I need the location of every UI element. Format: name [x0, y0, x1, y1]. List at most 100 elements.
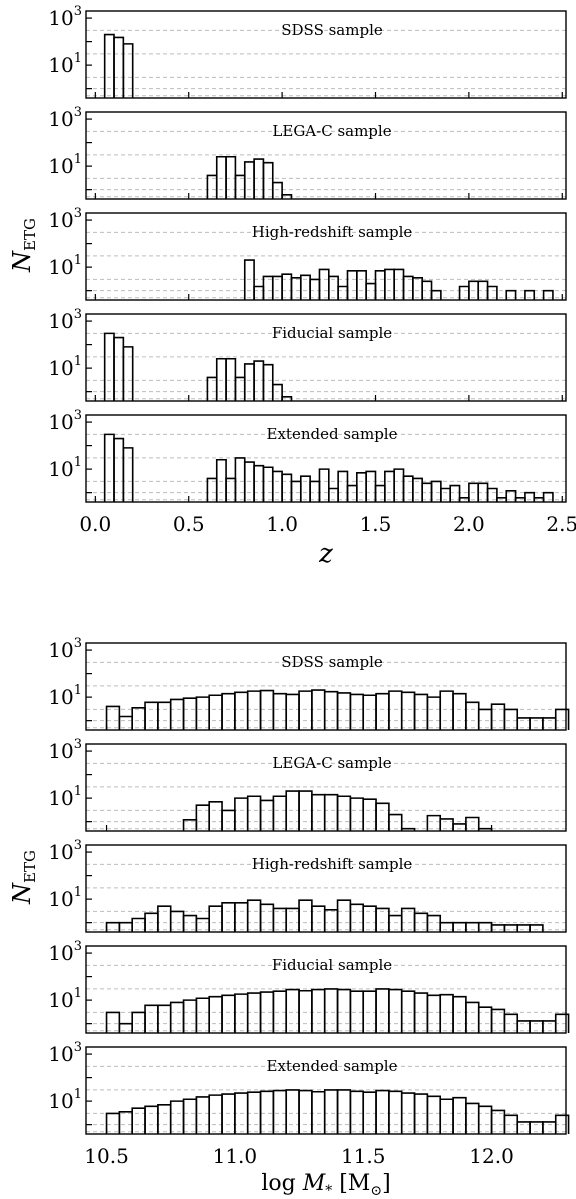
histogram-bar: [234, 174, 246, 199]
histogram-bar: [505, 489, 517, 502]
histogram-bar: [413, 1093, 429, 1134]
panel-extended-sample: 101 103 Extended sample: [48, 408, 567, 503]
panel-high-redshift-sample: 101 103 High-redshift sample: [48, 206, 567, 301]
histogram-bar: [356, 269, 367, 300]
histogram-bar: [426, 1095, 442, 1134]
histogram-bar: [182, 999, 198, 1033]
histogram-bar: [388, 690, 403, 730]
histogram-bar: [323, 793, 339, 831]
histogram-bar: [542, 491, 554, 502]
panel-lega-c-sample: 101 103 LEGA-C sample: [48, 737, 567, 832]
histogram-bar: [221, 901, 236, 932]
y-tick-label: 103: [48, 838, 82, 864]
histogram-bar: [554, 1013, 570, 1033]
panel-label: Extended sample: [267, 425, 398, 443]
histogram-bar: [285, 1089, 300, 1134]
histogram-bar: [452, 995, 467, 1033]
histogram-bar: [349, 693, 365, 730]
histogram-bar: [439, 690, 454, 730]
y-tick-label: 101: [48, 152, 82, 178]
histogram-bar: [243, 161, 255, 199]
histogram-bar: [430, 289, 442, 300]
panel-fiducial-sample: 101 103 Fiducial sample: [48, 307, 567, 402]
histogram-bar: [388, 813, 403, 831]
histogram-bar: [215, 357, 227, 401]
histogram-bar: [182, 697, 198, 730]
histogram-bar: [259, 799, 275, 831]
histogram-bar: [336, 899, 352, 932]
panel-frame: [85, 1046, 567, 1135]
histogram-bar: [118, 921, 134, 932]
histogram-bar: [490, 703, 506, 730]
histogram-bar: [131, 707, 146, 730]
histogram-bar: [490, 924, 506, 932]
histogram-bar: [243, 259, 255, 300]
histogram-bar: [318, 468, 330, 502]
histogram-bar: [259, 689, 275, 730]
y-axis-label: NETG: [8, 218, 39, 273]
histogram-bar: [208, 1094, 223, 1134]
panel-label: High-redshift sample: [252, 855, 413, 873]
histogram-bar: [105, 1011, 121, 1033]
histogram-bar: [144, 1004, 159, 1033]
panel-frame: [85, 414, 567, 503]
histogram-bar: [234, 691, 249, 730]
histogram-bar: [449, 484, 461, 502]
histogram-bar: [374, 269, 386, 300]
histogram-bar: [465, 701, 480, 730]
histogram-bar: [253, 360, 265, 401]
histogram-bar: [246, 690, 262, 730]
histogram-bar: [477, 708, 493, 730]
histogram-bar: [413, 693, 429, 730]
histogram-bar: [122, 447, 134, 502]
panel-label: LEGA-C sample: [272, 754, 391, 772]
histogram-bar: [452, 692, 467, 730]
histogram-bar: [262, 466, 274, 502]
histogram-bar: [221, 692, 236, 730]
histogram-bar: [225, 155, 237, 199]
panel-label: Fiducial sample: [272, 324, 392, 342]
x-tick-label: 0.5: [173, 512, 205, 536]
histogram-bar: [524, 289, 536, 300]
x-axis-label: z: [318, 539, 333, 569]
histogram-bar: [426, 696, 442, 730]
histogram-bar: [384, 268, 395, 300]
histogram-bar: [311, 689, 326, 730]
y-tick-label: 101: [48, 455, 82, 481]
histogram-bar: [225, 357, 237, 401]
histogram-bar: [298, 790, 313, 831]
y-tick-label: 103: [48, 737, 82, 763]
panel-extended-sample: 101 103 Extended sample: [48, 1040, 570, 1135]
panel-frame: [85, 844, 567, 933]
histogram-bar: [272, 692, 288, 730]
histogram-bar: [362, 905, 377, 932]
panel-sdss-sample: 101 103 SDSS sample: [48, 636, 570, 731]
histogram-bar: [400, 691, 416, 730]
histogram-bar: [144, 701, 159, 730]
histogram-bar: [271, 275, 283, 300]
histogram-bar: [285, 693, 300, 730]
histogram-bar: [157, 701, 172, 730]
histogram-bar: [323, 1089, 339, 1134]
x-tick-label: 11.5: [341, 1144, 386, 1168]
histogram-bar: [105, 705, 121, 730]
y-tick-label: 101: [48, 1087, 82, 1113]
histogram-bar: [206, 376, 218, 401]
histogram-bar: [298, 1089, 313, 1134]
histogram-bar: [221, 809, 236, 831]
histogram-bar: [195, 1096, 211, 1134]
x-tick-label: 2.0: [453, 512, 485, 536]
histogram-bar: [208, 694, 223, 730]
histogram-bar: [400, 827, 416, 831]
panel-frame: [85, 212, 567, 301]
x-tick-label: 12.0: [469, 1144, 514, 1168]
panel-label: Fiducial sample: [272, 956, 392, 974]
y-tick-label: 103: [48, 307, 82, 333]
panel-frame: [85, 313, 567, 402]
histogram-bar: [490, 1008, 506, 1033]
y-tick-label: 103: [48, 636, 82, 662]
x-tick-label: 11.0: [213, 1144, 258, 1168]
histogram-bar: [412, 277, 423, 300]
histogram-bar: [105, 921, 121, 932]
histogram-bar: [388, 988, 403, 1033]
